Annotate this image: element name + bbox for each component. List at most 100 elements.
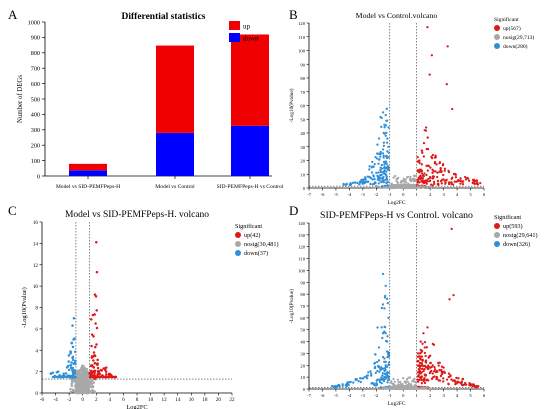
chart-b-point-up — [429, 175, 432, 179]
chart-d-y-tick-label: 130 — [298, 233, 306, 238]
chart-d-point-up — [431, 342, 434, 346]
chart-c-point-nosig — [84, 369, 87, 372]
chart-c-point-up — [112, 375, 116, 379]
chart-c-x-tick-label: -4 — [53, 397, 58, 403]
chart-d-point-up — [459, 381, 462, 385]
panel-d: D SID-PEMFPeps-H vs Control. volcano0102… — [288, 203, 538, 407]
chart-b-point-up — [457, 179, 460, 183]
chart-b-point-up — [440, 170, 443, 173]
chart-b-point-down — [383, 163, 386, 166]
chart-c-point-nosig — [75, 379, 79, 382]
chart-b-point-up — [453, 180, 456, 183]
chart-d-y-tick-label: 110 — [298, 257, 305, 262]
chart-c-point-down — [67, 360, 70, 363]
chart-d-point-up — [441, 372, 444, 375]
chart-b-point-up — [426, 25, 429, 29]
chart-d-y-tick-label: 90 — [300, 280, 305, 285]
chart-a-x-tick-label: SID-PEMFPeps-H vs Control — [217, 184, 284, 190]
chart-c-x-tick-label: 18 — [202, 397, 208, 403]
chart-d-point-down — [365, 374, 369, 377]
chart-c-x-tick-label: 8 — [136, 397, 139, 403]
chart-b-y-tick-label: 20 — [300, 159, 305, 164]
chart-b-point-up — [466, 177, 470, 180]
chart-b-x-tick-label: 6 — [483, 192, 486, 197]
chart-d-point-up — [421, 359, 424, 362]
chart-d-point-up — [450, 227, 453, 231]
chart-b-point-up — [450, 182, 453, 186]
chart-b-legend-label-nosig: nosig(29,713) — [503, 34, 534, 41]
chart-d-point-down — [387, 378, 390, 382]
chart-b-point-up — [455, 180, 458, 183]
chart-d-point-down — [382, 367, 385, 370]
chart-b-point-down — [379, 150, 382, 154]
chart-d-point-up — [420, 382, 424, 385]
chart-b-x-tick-label: 0 — [402, 192, 405, 197]
chart-c-point-nosig — [80, 369, 83, 372]
chart-c-point-nosig — [87, 385, 91, 388]
chart-c-point-down — [71, 324, 74, 327]
chart-b-point-down — [385, 107, 388, 110]
chart-b-point-down — [362, 178, 365, 181]
chart-c-point-nosig — [83, 372, 86, 375]
chart-d-point-up — [454, 380, 457, 383]
chart-d-y-tick-label: 100 — [298, 268, 306, 273]
chart-d-point-up — [430, 365, 433, 369]
chart-b-legend-marker-nosig — [494, 34, 500, 40]
chart-b-point-nosig — [373, 186, 376, 189]
chart-b-point-down — [345, 182, 348, 186]
chart-d-point-down — [367, 371, 370, 374]
chart-b-x-tick-label: 2 — [429, 192, 432, 197]
chart-c-point-nosig — [77, 384, 80, 387]
chart-d-point-down — [383, 369, 386, 373]
chart-b-x-tick-label: -4 — [347, 192, 352, 197]
chart-d-y-label: -Log10(Pvalue) — [288, 289, 295, 323]
chart-d-point-down — [375, 360, 379, 364]
chart-d-y-tick-label: 60 — [300, 316, 305, 321]
chart-d-legend-label-up: up(593) — [503, 223, 523, 230]
chart-d-point-down — [379, 367, 382, 370]
chart-c-point-nosig — [86, 388, 90, 391]
chart-b-point-down — [376, 143, 379, 146]
chart-b-point-down — [376, 152, 379, 155]
chart-c-point-up — [95, 241, 98, 244]
chart-c-legend-marker-up — [235, 232, 241, 238]
chart-b-point-up — [476, 183, 480, 186]
chart-d-legend-label-nosig: nosig(29,641) — [503, 232, 538, 239]
chart-c-point-nosig — [70, 379, 74, 382]
chart-b-point-up — [447, 169, 450, 173]
chart-d-x-label: Log2FC — [388, 401, 406, 407]
chart-d-point-down — [373, 366, 377, 370]
chart-c-y-tick-label: 6 — [35, 327, 38, 333]
chart-c-point-up — [89, 374, 93, 378]
chart-b-point-nosig — [405, 184, 409, 187]
chart-d-point-down — [380, 382, 383, 385]
chart-b-point-down — [351, 181, 355, 184]
chart-c-point-up — [96, 358, 99, 362]
chart-b-point-nosig — [390, 182, 393, 185]
chart-d-point-nosig — [399, 380, 402, 384]
chart-c-point-up — [91, 355, 95, 358]
chart-b-point-up — [479, 181, 482, 185]
chart-b-point-up — [442, 173, 445, 177]
chart-c-point-up — [103, 367, 106, 370]
chart-c-point-up — [91, 313, 95, 317]
chart-d-point-up — [457, 377, 460, 380]
chart-b-point-nosig — [397, 186, 401, 189]
chart-d-point-down — [381, 336, 384, 340]
chart-c-point-down — [69, 352, 72, 355]
chart-c-y-tick-label: 14 — [33, 241, 39, 247]
chart-c-point-up — [93, 293, 97, 296]
chart-b-point-down — [385, 141, 389, 144]
chart-b-point-up — [459, 179, 462, 183]
chart-d-y-tick-label: 10 — [300, 375, 305, 380]
chart-b-points — [342, 25, 482, 190]
chart-b-x-tick-label: -1 — [388, 192, 393, 197]
chart-b-point-nosig — [406, 175, 410, 179]
chart-b-point-down — [382, 160, 386, 164]
chart-c-x-tick-label: 20 — [216, 397, 222, 403]
chart-b-point-up — [416, 155, 419, 159]
chart-a-bar-down — [156, 132, 194, 176]
chart-b-point-down — [358, 183, 361, 186]
chart-b-point-up — [421, 151, 424, 155]
chart-b-point-up — [459, 177, 462, 180]
